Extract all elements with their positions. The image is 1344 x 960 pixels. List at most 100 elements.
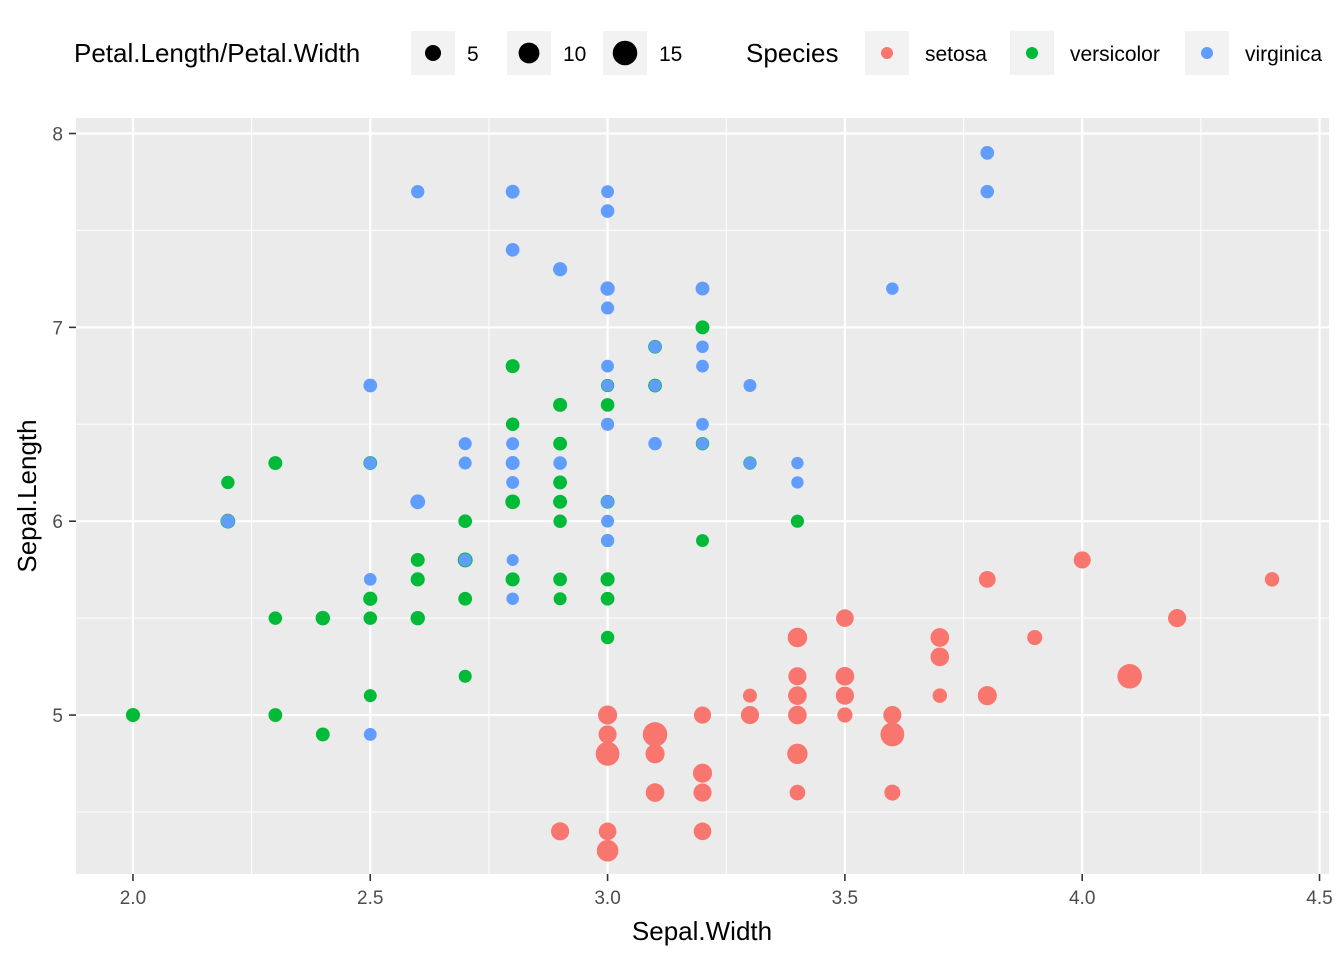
color-legend-dot [1201, 47, 1213, 59]
data-point [599, 745, 616, 762]
size-legend-dot [518, 42, 540, 64]
data-point [551, 822, 570, 841]
data-point [788, 667, 807, 686]
plot-panel [76, 118, 1329, 874]
data-point [553, 475, 568, 490]
data-point [790, 630, 805, 645]
data-point [505, 494, 520, 510]
data-point [600, 398, 615, 412]
x-tick-label: 4.5 [1306, 888, 1332, 909]
data-point [505, 359, 520, 374]
data-point [930, 628, 950, 647]
data-point [645, 783, 665, 802]
axes: 2.0 2.5 3.0 3.5 4.0 4.5 5 6 7 8 [52, 125, 1332, 909]
data-point [268, 708, 283, 722]
data-point [790, 514, 804, 528]
data-point [553, 572, 567, 587]
data-point [505, 572, 520, 587]
data-point [553, 592, 567, 606]
data-point [980, 184, 995, 199]
data-point [601, 514, 615, 528]
data-point [645, 725, 665, 744]
data-point [648, 379, 662, 392]
data-point [315, 727, 330, 742]
data-point [363, 591, 378, 606]
data-point [505, 184, 520, 199]
data-point [930, 647, 950, 667]
data-point [1027, 630, 1042, 645]
size-legend: 5 10 15 [411, 31, 682, 75]
data-point [363, 378, 378, 393]
data-point [648, 340, 662, 353]
size-legend-dot [612, 40, 638, 66]
data-point [790, 707, 805, 723]
data-point [695, 281, 710, 296]
data-point [601, 359, 614, 373]
size-legend-title: Petal.Length/Petal.Width [74, 38, 360, 68]
y-tick-label: 5 [52, 706, 63, 727]
size-legend-label: 15 [659, 43, 682, 66]
data-point [363, 573, 377, 586]
data-point [693, 783, 712, 802]
data-point [506, 553, 519, 566]
data-point [648, 436, 662, 451]
color-legend-label: setosa [925, 43, 987, 66]
data-point [978, 570, 996, 588]
size-legend-dot [424, 44, 442, 62]
data-point [695, 320, 710, 335]
size-legend-label: 10 [563, 43, 586, 66]
data-point [791, 476, 804, 489]
data-point [1073, 551, 1091, 569]
data-point [932, 688, 948, 703]
data-point [883, 705, 902, 725]
x-tick-label: 2.0 [120, 888, 146, 909]
series-virginica [220, 146, 995, 741]
data-point [601, 185, 615, 199]
data-point [553, 397, 568, 412]
data-point [506, 475, 520, 489]
data-point [458, 591, 473, 606]
data-point [880, 722, 905, 747]
data-point [411, 184, 425, 199]
data-point [696, 359, 709, 373]
data-point [410, 572, 425, 587]
data-point [553, 494, 568, 509]
data-point [596, 839, 619, 862]
data-point [696, 437, 709, 450]
y-tick-label: 8 [52, 125, 63, 146]
data-point [693, 706, 712, 724]
data-point [363, 689, 377, 703]
data-point [977, 686, 997, 706]
data-point [696, 340, 709, 354]
data-point [696, 417, 709, 431]
data-point [363, 611, 378, 625]
data-point [505, 456, 520, 471]
legend: Petal.Length/Petal.Width 5 10 15 Species s… [74, 31, 1322, 75]
series-setosa [551, 551, 1280, 862]
data-point [1168, 609, 1187, 628]
data-point [553, 436, 568, 451]
data-point [1117, 664, 1142, 689]
data-point [598, 822, 617, 841]
data-point [789, 784, 806, 801]
color-legend: setosa versicolor virginica [865, 31, 1322, 75]
data-point [1264, 572, 1280, 587]
data-point [458, 669, 472, 683]
data-point [600, 204, 615, 218]
data-point [458, 514, 473, 529]
data-point [692, 763, 713, 783]
data-point [601, 417, 614, 431]
data-point [696, 534, 709, 548]
data-point [553, 456, 567, 470]
data-point [220, 514, 235, 529]
data-point [600, 591, 615, 606]
data-point [838, 708, 852, 722]
data-point [553, 514, 567, 528]
data-points [125, 146, 1280, 862]
data-point [598, 725, 617, 744]
y-axis-title: Sepal.Length [12, 419, 42, 572]
data-point [884, 784, 901, 801]
data-point [742, 688, 757, 703]
data-point [458, 456, 472, 470]
